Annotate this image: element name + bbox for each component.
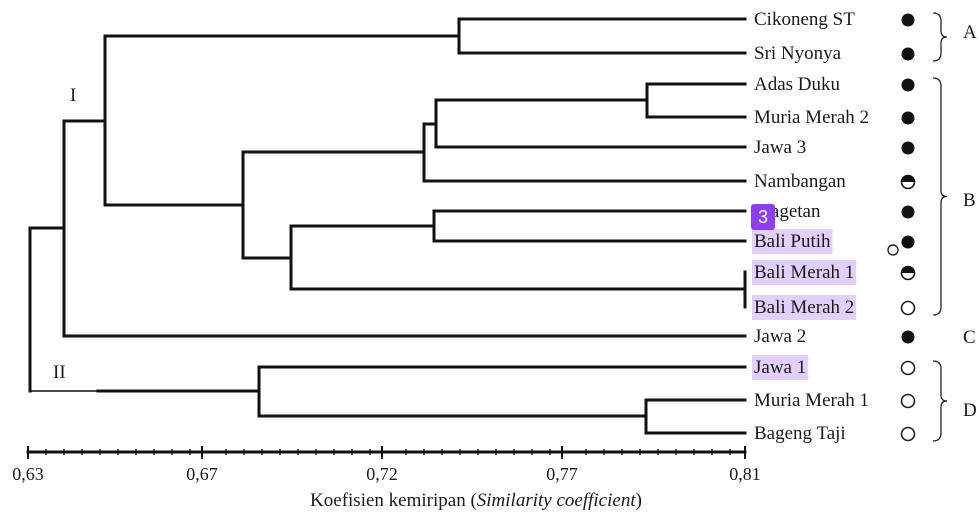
- leaf-markers: [900, 13, 916, 442]
- leaf-label: Bali Merah 1: [754, 262, 854, 283]
- tick-label: 0,81: [729, 464, 761, 484]
- leaf-label: Bageng Taji: [754, 423, 846, 444]
- tick-label: 0,77: [546, 464, 578, 484]
- branch-a-b: [103, 34, 461, 207]
- leaf-label: Bali Merah 2: [754, 297, 854, 318]
- group-brace: [932, 360, 948, 442]
- branch-muria-merah-1-bageng-taji: [644, 398, 747, 435]
- filled-dot-marker: [901, 78, 915, 92]
- leaf-label: Muria Merah 2: [754, 107, 869, 128]
- leaf-labels: Cikoneng ST Sri Nyonya Adas Duku Muria Mera…: [754, 9, 869, 444]
- dendrogram-tree: [26, 17, 747, 454]
- filled-dot-marker: [901, 47, 915, 61]
- branch-jawa-3: [434, 98, 747, 149]
- open-dot-marker: [900, 426, 916, 442]
- branch-adas-duku-muria-merah-2: [645, 82, 747, 119]
- group-label: C: [963, 327, 976, 348]
- branch-magetan-bali-putih: [432, 209, 747, 243]
- group-label: B: [963, 190, 976, 211]
- leaf-highlight: [752, 229, 833, 254]
- group-label: D: [963, 400, 977, 421]
- leaf-label: Jawa 2: [754, 326, 806, 347]
- leaf-label: Cikoneng ST: [754, 9, 855, 30]
- leaf-label: Sri Nyonya: [754, 43, 842, 64]
- branch-cikoneng-sri-nyonya: [457, 17, 747, 55]
- leaf-highlight: [752, 355, 809, 380]
- leaf-label: Jawa 1: [754, 357, 806, 378]
- group-brace: [932, 77, 948, 316]
- x-axis-title-plain: Koefisien kemiripan (: [310, 490, 477, 511]
- tick-label: 0,63: [12, 464, 44, 484]
- half-dot-fill: [901, 266, 915, 273]
- cluster-label-ii: II: [53, 362, 66, 383]
- tick-label: 0,72: [366, 464, 398, 484]
- branch-root: [28, 226, 66, 393]
- filled-dot-marker: [901, 13, 915, 27]
- group-label: A: [963, 22, 977, 43]
- label-highlights: [752, 229, 857, 380]
- x-axis-title-italic: Similarity coefficient: [477, 490, 637, 511]
- filled-dot-marker: [901, 330, 915, 344]
- leaf-label: Jawa 3: [754, 137, 806, 158]
- group-brace: [932, 12, 948, 62]
- group-brackets: A B C D: [932, 12, 977, 442]
- filled-dot-marker: [901, 235, 915, 249]
- open-dot-marker: [900, 360, 916, 376]
- leaf-label: Adas Duku: [754, 74, 841, 95]
- branch-nambangan: [422, 122, 747, 183]
- branch-jawa-1: [257, 365, 747, 418]
- leaf-highlight: [752, 260, 857, 285]
- filled-dot-marker: [901, 141, 915, 155]
- stray-open-circle: [887, 244, 899, 256]
- leaf-label: Nambangan: [754, 171, 846, 192]
- leaf-label: Bali Putih: [754, 231, 831, 252]
- annotation-badge[interactable]: 3: [751, 204, 775, 230]
- open-dot-marker: [900, 300, 916, 316]
- filled-dot-marker: [901, 111, 915, 125]
- x-axis-title-close: ): [636, 490, 642, 511]
- tick-label: 0,67: [186, 464, 218, 484]
- leaf-highlight: [752, 295, 857, 320]
- x-axis-title: Koefisien kemiripan (Similarity coeffici…: [310, 490, 642, 511]
- branch-group-b: [241, 150, 426, 260]
- leaf-label: Muria Merah 1: [754, 390, 869, 411]
- branch-bali-group: [289, 224, 747, 291]
- cluster-label-i: I: [70, 85, 76, 106]
- filled-dot-marker: [901, 205, 915, 219]
- x-axis-ticks: 0,63 0,67 0,72 0,77 0,81: [12, 446, 761, 484]
- half-dot-fill: [901, 175, 915, 182]
- half-dot-marker: [900, 174, 916, 190]
- open-dot-marker: [900, 393, 916, 409]
- half-dot-marker: [900, 265, 916, 281]
